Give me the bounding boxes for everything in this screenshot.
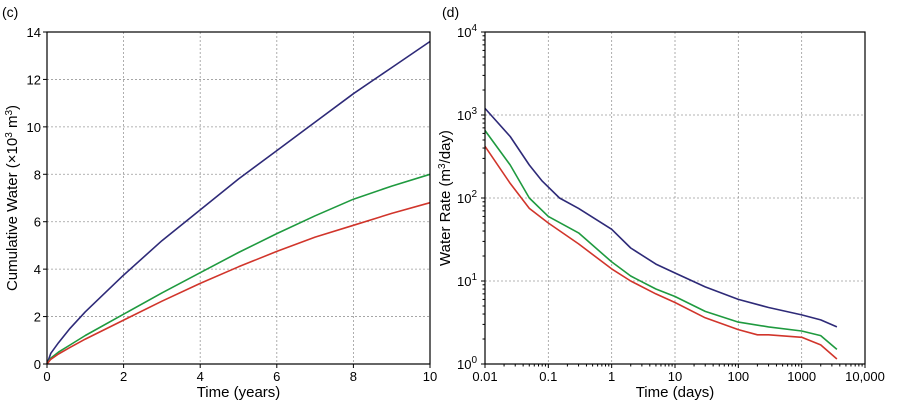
d-series-red-line — [484, 145, 838, 360]
d-x-tick-label: 10 — [668, 369, 682, 384]
panel-d-grid — [485, 32, 865, 364]
d-y-tick-base: 10 — [457, 25, 471, 40]
d-series-green-line — [484, 130, 838, 351]
d-x-tick-label: 1000 — [787, 369, 816, 384]
panel-c-plot-frame — [46, 31, 431, 365]
c-x-tick-label: 8 — [350, 369, 357, 384]
d-y-tick-base: 10 — [457, 191, 471, 206]
d-y-tick-base: 10 — [457, 108, 471, 123]
d-y-tick-exponent: 2 — [471, 189, 477, 200]
d-y-tick-base: 10 — [457, 274, 471, 289]
d-y-tick-label: 101 — [457, 272, 477, 289]
panel-c-grid — [47, 32, 430, 364]
c-series-green-line — [46, 173, 431, 365]
panel-d-y-title-superscript: 3 — [437, 163, 448, 169]
c-x-tick-label: 2 — [120, 369, 127, 384]
c-x-tick-label: 4 — [197, 369, 204, 384]
c-y-tick-label: 0 — [34, 357, 41, 372]
panel-c-y-title-part: m — [4, 116, 21, 133]
d-y-tick-label: 104 — [457, 23, 477, 40]
c-series-blue-line — [46, 40, 431, 365]
panel-c-ticks: 0 2 4 6 8 10 0 2 4 6 8 10 12 14 — [27, 25, 438, 384]
c-x-tick-label: 6 — [273, 369, 280, 384]
c-series-red-line — [46, 201, 431, 365]
panel-c-y-title-superscript: 3 — [4, 132, 15, 138]
c-x-tick-label: 10 — [423, 369, 437, 384]
panel-c-y-axis-title: Cumulative Water (×103 m3) — [4, 105, 21, 291]
d-y-tick-exponent: 1 — [471, 272, 477, 283]
c-y-tick-label: 10 — [27, 120, 41, 135]
d-y-tick-base: 10 — [457, 357, 471, 372]
panel-c-y-title-part: Cumulative Water (×10 — [4, 138, 21, 291]
panel-c-label: (c) — [2, 4, 18, 20]
panel-d-y-title-part: /day) — [437, 130, 454, 163]
d-y-tick-exponent: 4 — [471, 23, 477, 34]
d-x-tick-label: 1 — [608, 369, 615, 384]
c-x-tick-label: 0 — [43, 369, 50, 384]
panel-d-water-rate: (d) 0.01 0.1 1 10 100 1000 10,0001001011021031… — [437, 4, 885, 401]
d-x-tick-label: 0.01 — [472, 369, 497, 384]
panel-c-series — [46, 40, 431, 365]
d-x-tick-label: 10,000 — [845, 369, 885, 384]
c-y-tick-label: 2 — [34, 310, 41, 325]
d-x-tick-label: 0.1 — [539, 369, 557, 384]
d-x-tick-label: 100 — [727, 369, 749, 384]
c-y-tick-label: 12 — [27, 72, 41, 87]
panel-d-y-title-part: Water Rate (m — [437, 169, 454, 266]
panel-d-label: (d) — [442, 4, 459, 20]
d-y-tick-exponent: 0 — [471, 355, 477, 366]
panel-c-x-axis-title: Time (years) — [197, 384, 281, 401]
d-y-tick-label: 100 — [457, 355, 477, 372]
d-y-tick-label: 102 — [457, 189, 477, 206]
c-y-tick-label: 4 — [34, 262, 41, 277]
panel-c-cumulative-water: (c) 0 2 4 6 8 10 0 2 4 6 8 10 12 14 Time (years) Cumu… — [2, 4, 437, 401]
panel-d-series — [484, 107, 838, 360]
c-y-tick-label: 6 — [34, 215, 41, 230]
d-series-blue-line — [484, 107, 838, 328]
d-y-tick-label: 103 — [457, 106, 477, 123]
panel-c-y-title-superscript: 3 — [4, 110, 15, 116]
panel-c-y-title-part: ) — [4, 105, 21, 110]
panel-d-y-axis-title: Water Rate (m3/day) — [437, 130, 454, 266]
c-y-tick-label: 14 — [27, 25, 41, 40]
d-y-tick-exponent: 3 — [471, 106, 477, 117]
panel-d-x-axis-title: Time (days) — [636, 384, 715, 401]
c-y-tick-label: 8 — [34, 167, 41, 182]
